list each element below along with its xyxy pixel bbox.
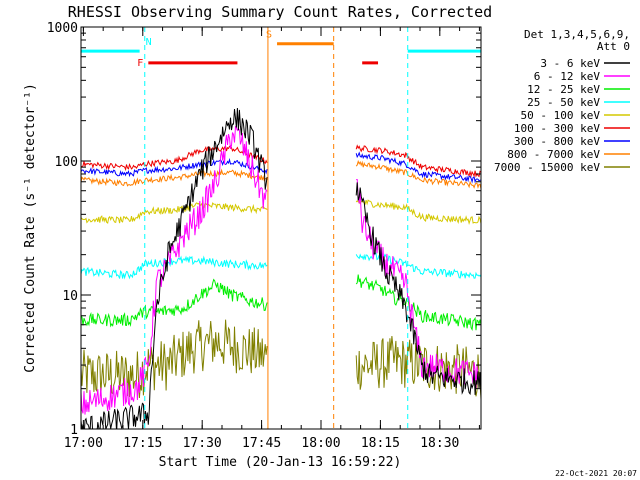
annotation-label-n: N <box>146 37 152 48</box>
series-line-25-50-kev <box>81 252 481 280</box>
legend-label-800-7000-kev: 800 - 7000 keV <box>507 148 600 161</box>
legend-label-50-100-kev: 50 - 100 keV <box>521 109 601 122</box>
series-line-100-300-kev <box>81 144 481 178</box>
y-tick-label: 10 <box>62 289 78 304</box>
legend-label-100-300-kev: 100 - 300 keV <box>514 122 600 135</box>
series-line-3-6-kev <box>81 107 481 429</box>
legend-header-line: Det 1,3,4,5,6,9, <box>524 28 630 41</box>
series-line-300-800-kev <box>81 151 481 184</box>
legend-label-7000-15000-kev: 7000 - 15000 keV <box>494 161 600 174</box>
x-axis-label: Start Time (20-Jan-13 16:59:22) <box>159 455 402 470</box>
y-tick-label: 100 <box>55 155 78 170</box>
x-tick-label: 18:00 <box>301 436 340 451</box>
legend-header-line: Att 0 <box>597 40 630 53</box>
chart-title: RHESSI Observing Summary Count Rates, Co… <box>68 3 492 21</box>
axis-layer: 17:00 17:15 17:30 17:45 18:00 18:15 18:30 1 10 10… <box>47 21 481 451</box>
y-tick-label: 1 <box>70 423 78 438</box>
annotation-label-s: S <box>266 30 272 41</box>
x-tick-label: 17:30 <box>183 436 222 451</box>
series-line-50-100-kev <box>81 199 481 225</box>
series-line-7000-15000-kev <box>81 319 481 400</box>
annotation-label-f: F <box>137 58 143 69</box>
y-tick-label: 1000 <box>47 21 78 36</box>
series-layer <box>81 107 481 429</box>
legend-label-3-6-kev: 3 - 6 keV <box>540 57 600 70</box>
x-tick-label: 17:00 <box>64 436 103 451</box>
timestamp: 22-Oct-2021 20:07 <box>555 469 637 478</box>
legend-label-300-800-kev: 300 - 800 keV <box>514 135 600 148</box>
x-tick-label: 17:15 <box>123 436 162 451</box>
series-line-12-25-kev <box>81 274 481 331</box>
x-tick-label: 18:15 <box>361 436 400 451</box>
legend-label-6-12-kev: 6 - 12 keV <box>534 70 601 83</box>
y-axis-label: Corrected Count Rate (s⁻¹ detector⁻¹) <box>23 83 38 373</box>
legend-label-12-25-kev: 12 - 25 keV <box>527 83 600 96</box>
x-tick-label: 18:30 <box>420 436 459 451</box>
legend-label-25-50-kev: 25 - 50 keV <box>527 96 600 109</box>
series-line-800-7000-kev <box>81 159 481 189</box>
x-tick-label: 17:45 <box>242 436 281 451</box>
